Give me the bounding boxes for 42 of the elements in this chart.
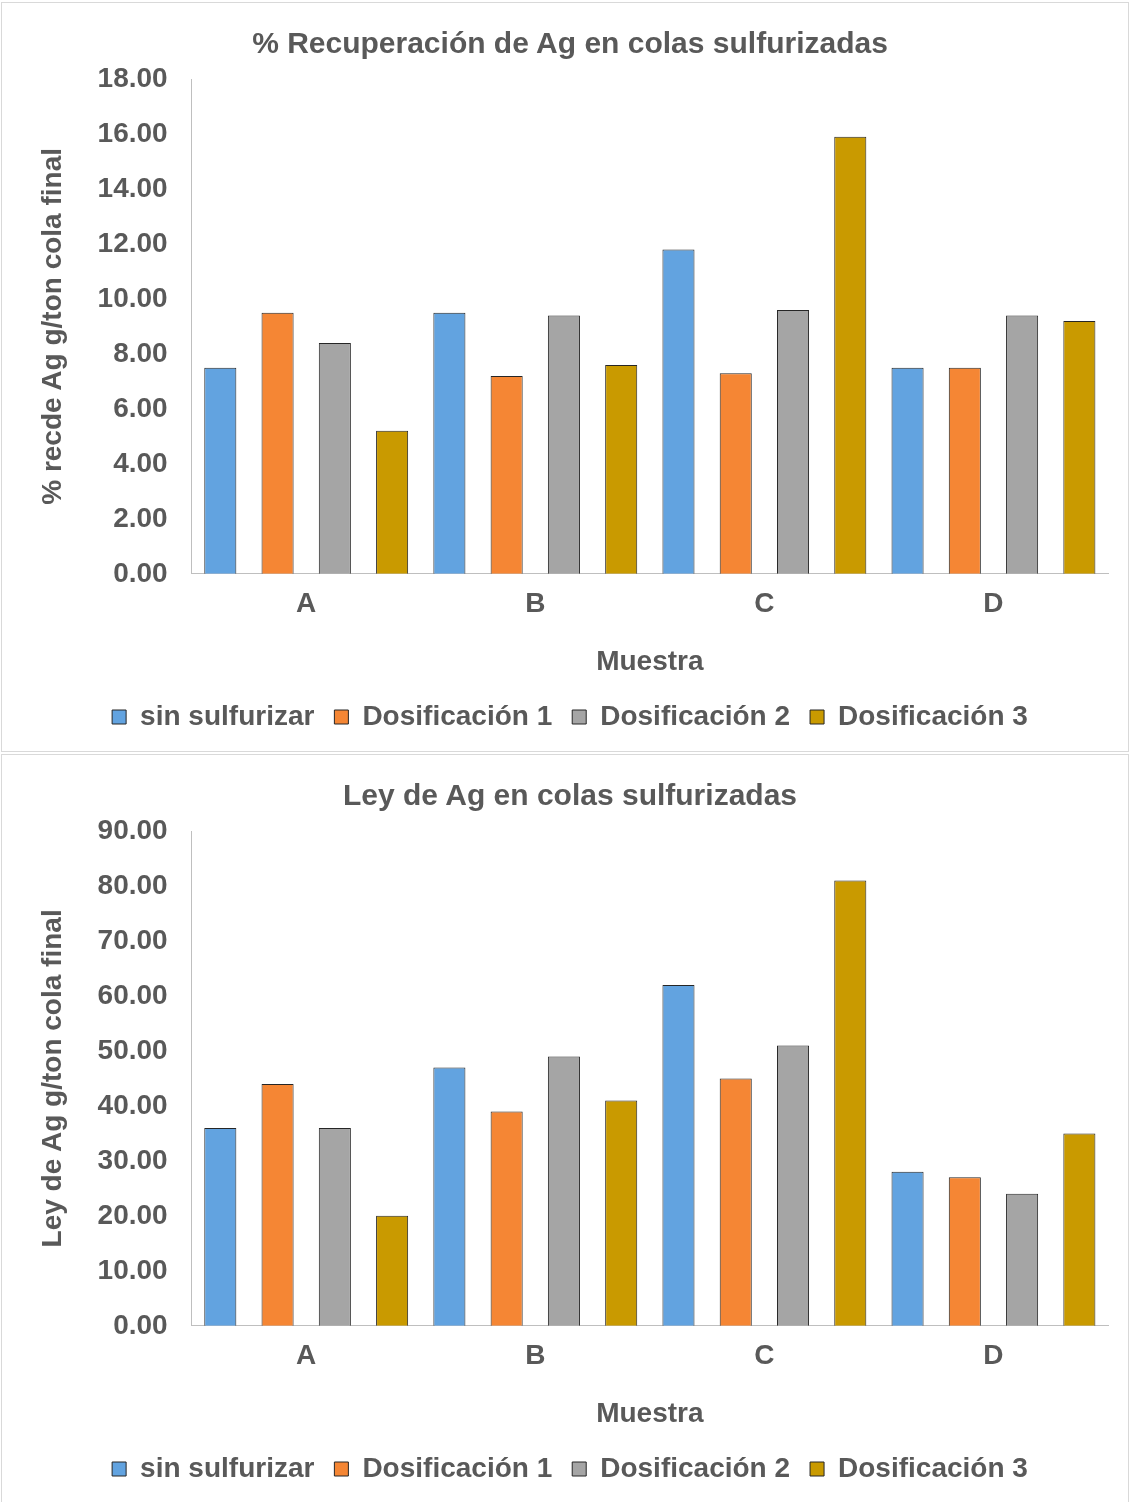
y-tick-label: 2.00 xyxy=(113,501,168,533)
y-tick-label: 8.00 xyxy=(113,336,168,368)
legend-label: Dosificación 2 xyxy=(600,1451,791,1483)
legend-label: sin sulfurizar xyxy=(140,1451,315,1483)
y-tick-label: 20.00 xyxy=(97,1198,168,1230)
chart-title: % Recuperación de Ag en colas sulfurizadas xyxy=(252,26,888,60)
y-tick-label: 30.00 xyxy=(97,1143,168,1175)
y-tick-label: 14.00 xyxy=(97,171,168,203)
x-tick-label: D xyxy=(983,1339,1004,1371)
x-tick-label: A xyxy=(296,1339,317,1371)
y-tick-label: 60.00 xyxy=(97,978,168,1010)
y-tick-label: 4.00 xyxy=(113,446,168,478)
y-tick-label: 16.00 xyxy=(97,116,168,148)
y-axis-title: Ley de Ag g/ton cola final xyxy=(35,909,67,1248)
x-axis-title: Muestra xyxy=(596,1396,704,1428)
x-tick-label: B xyxy=(525,587,546,619)
y-tick-label: 0.00 xyxy=(113,1308,168,1340)
legend-label: Dosificación 2 xyxy=(600,699,791,731)
legend-label: Dosificación 1 xyxy=(362,699,553,731)
y-tick-label: 10.00 xyxy=(97,1253,168,1285)
y-tick-label: 40.00 xyxy=(97,1088,168,1120)
legend-label: sin sulfurizar xyxy=(140,699,315,731)
legend-label: Dosificación 1 xyxy=(362,1451,553,1483)
x-tick-label: C xyxy=(754,1339,775,1371)
legend-label: Dosificación 3 xyxy=(838,699,1028,731)
chart-title: Ley de Ag en colas sulfurizadas xyxy=(342,778,798,812)
x-tick-label: B xyxy=(525,1339,546,1371)
y-tick-label: 12.00 xyxy=(97,226,168,258)
y-axis-title: % recde Ag g/ton cola final xyxy=(35,148,67,505)
legend-label: Dosificación 3 xyxy=(838,1451,1028,1483)
y-tick-label: 80.00 xyxy=(97,868,168,900)
x-tick-label: D xyxy=(983,587,1004,619)
x-tick-label: A xyxy=(296,587,317,619)
x-axis-title: Muestra xyxy=(596,644,704,676)
y-tick-label: 10.00 xyxy=(97,281,168,313)
y-tick-label: 90.00 xyxy=(97,813,168,845)
y-tick-label: 50.00 xyxy=(97,1033,168,1065)
y-tick-label: 18.00 xyxy=(97,61,168,93)
y-tick-label: 6.00 xyxy=(113,391,168,423)
y-tick-label: 70.00 xyxy=(97,923,168,955)
x-tick-label: C xyxy=(754,587,775,619)
y-tick-label: 0.00 xyxy=(113,556,168,588)
